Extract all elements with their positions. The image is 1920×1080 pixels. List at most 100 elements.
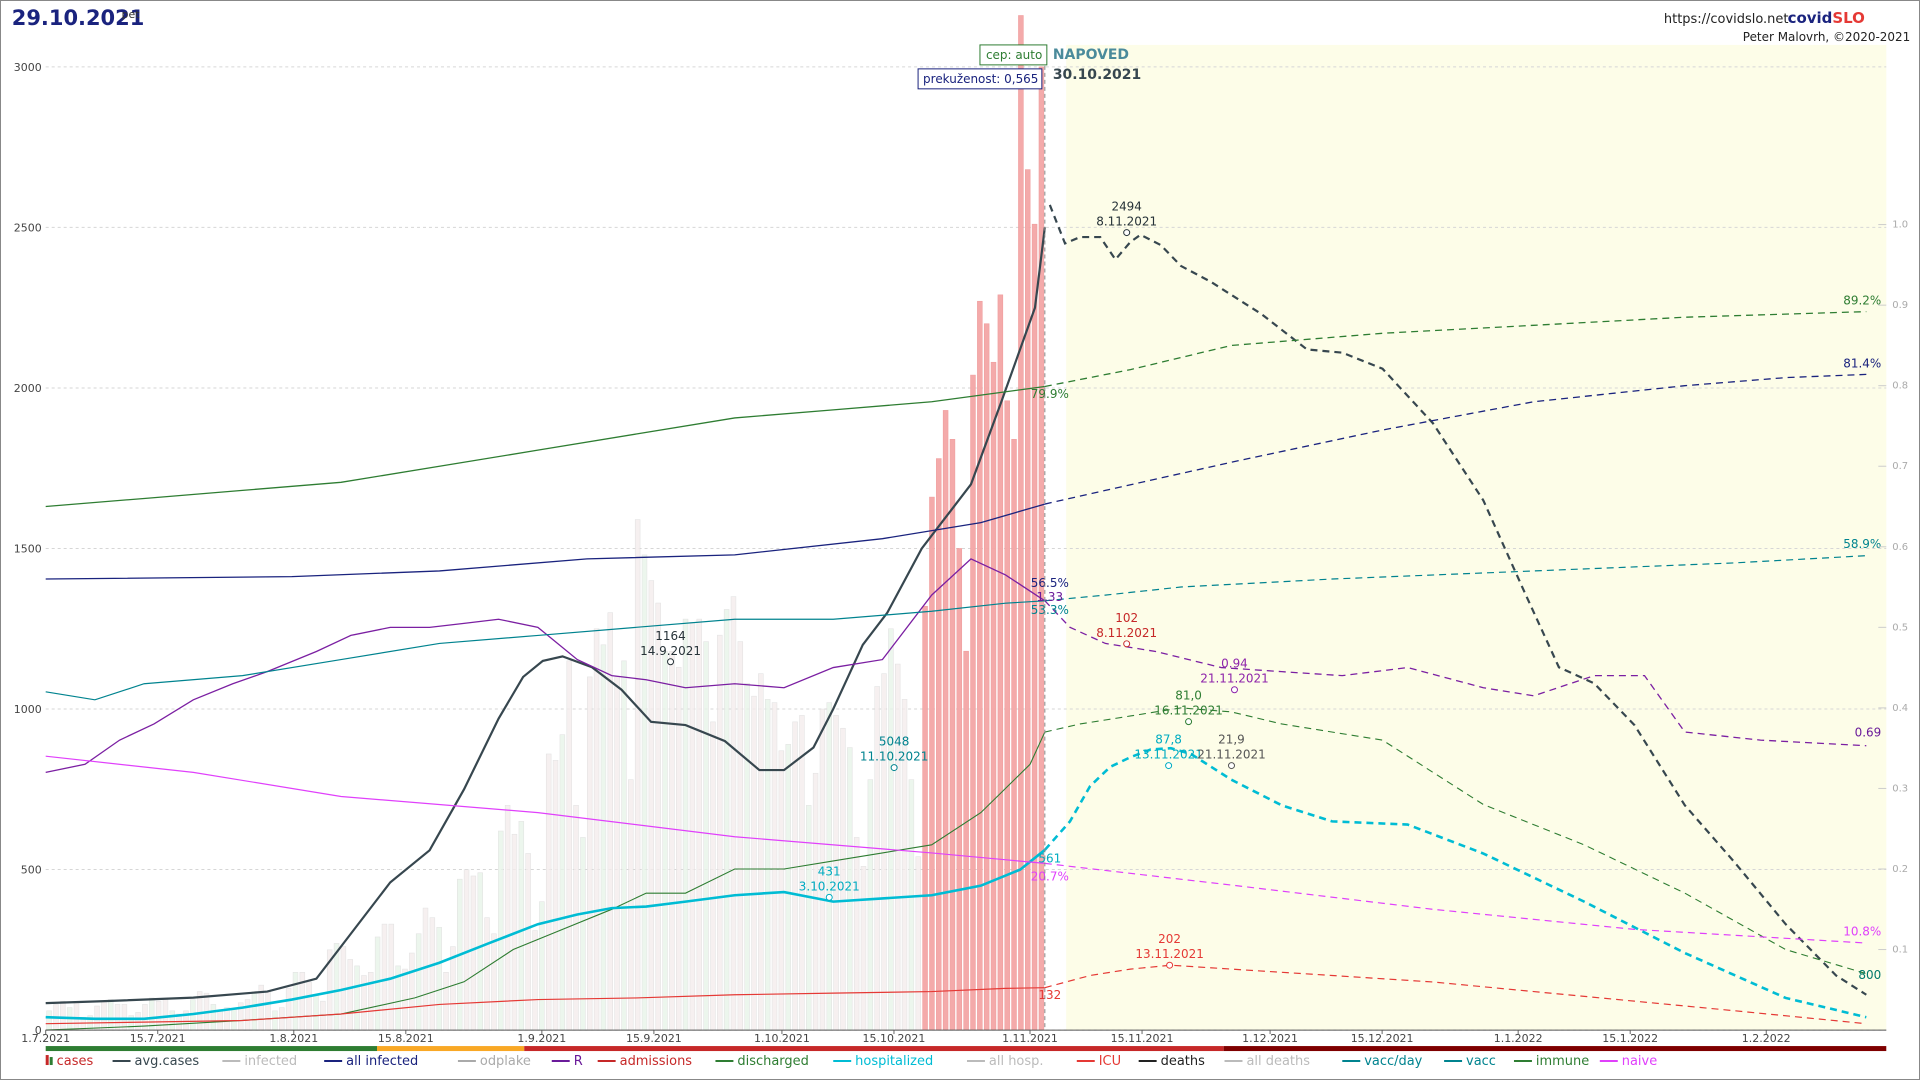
legend-label: vacc	[1466, 1054, 1496, 1069]
series-forecast-icu	[1044, 964, 1867, 1025]
case-bar	[169, 1010, 176, 1031]
annotation-date: 16.11.2021	[1154, 704, 1223, 718]
case-bar	[764, 699, 771, 1031]
end-label: 89.2%	[1843, 293, 1881, 307]
y-tick-label: 2000	[14, 382, 42, 395]
case-bar	[963, 650, 969, 1031]
case-bar	[587, 676, 593, 1031]
legend-label: all hosp.	[989, 1054, 1044, 1069]
annotation-date: 8.11.2021	[1096, 215, 1157, 229]
legend-label: all deaths	[1246, 1054, 1310, 1069]
status-segment	[524, 1046, 1224, 1052]
case-bar	[990, 361, 997, 1031]
series-line-hospitalized	[45, 848, 1046, 1021]
site-url[interactable]: https://covidslo.net	[1664, 12, 1789, 27]
case-bar	[573, 805, 579, 1031]
y-tick-label: 3000	[14, 61, 42, 74]
y-right-tick-label: 1.0	[1892, 220, 1908, 231]
legend-item: naive	[1599, 1054, 1657, 1069]
forecast-title: NAPOVED	[1053, 47, 1129, 63]
annotation-date: 13.11.2021	[1134, 748, 1203, 762]
case-bar	[313, 994, 319, 1031]
x-tick-label: 15.12.2021	[1351, 1032, 1414, 1045]
annotation-date: 21.11.2021	[1197, 748, 1266, 762]
case-bar	[73, 1002, 80, 1031]
today-label: 561	[1038, 851, 1061, 865]
case-bar	[758, 673, 764, 1031]
case-bar	[888, 628, 894, 1031]
case-bar	[593, 628, 600, 1031]
case-bar	[251, 991, 258, 1031]
today-label: 56.5%	[1031, 576, 1069, 590]
brand-prefix: covid	[1788, 9, 1833, 27]
annotation-dot	[890, 764, 898, 772]
case-bar	[942, 410, 949, 1031]
case-bar	[675, 666, 682, 1031]
legend-item: ICU	[1076, 1054, 1121, 1069]
legend-bar-icon	[49, 1057, 53, 1066]
legend-label: deaths	[1161, 1054, 1205, 1069]
case-bar	[737, 641, 744, 1031]
case-bar	[415, 933, 422, 1031]
legend-label: odplake	[480, 1054, 531, 1069]
case-bar	[1018, 15, 1024, 1031]
series-forecast-naive	[1044, 862, 1867, 944]
legend-item: R	[551, 1054, 583, 1069]
end-label: 800	[1858, 968, 1881, 982]
case-bar	[1031, 223, 1038, 1031]
legend-item: all infected	[324, 1054, 418, 1069]
x-tick-label: 15.11.2021	[1111, 1032, 1174, 1045]
series-line-icu	[45, 987, 1045, 1025]
legend-label: R	[574, 1054, 583, 1069]
series-line-naive	[45, 755, 1045, 864]
case-bar	[354, 965, 360, 1031]
annotation-dot	[1166, 961, 1174, 969]
case-bar	[696, 618, 702, 1031]
case-bar	[860, 866, 867, 1031]
legend-label: admissions	[620, 1054, 693, 1069]
series-line-avg-cases	[45, 227, 1046, 1005]
case-bar	[1004, 400, 1010, 1031]
x-tick-label: 15.1.2022	[1602, 1032, 1658, 1045]
case-bar	[491, 933, 497, 1031]
case-bar	[908, 779, 915, 1031]
case-bar	[381, 923, 388, 1031]
case-bar	[525, 853, 531, 1031]
y-right-tick-label: 0.3	[1892, 783, 1908, 794]
series-forecast-hospitalized	[1043, 746, 1867, 1019]
case-bar	[977, 300, 983, 1031]
legend-label: infected	[244, 1054, 297, 1069]
annotation-date: 21.11.2021	[1200, 672, 1269, 686]
series-forecast-all-infected	[1044, 373, 1867, 505]
case-bar	[566, 660, 572, 1031]
case-bar	[1011, 439, 1017, 1031]
end-label: 0.69	[1855, 726, 1882, 740]
status-segment	[45, 1046, 378, 1052]
case-bar	[614, 676, 620, 1031]
case-bar	[1038, 66, 1045, 1031]
case-bar	[539, 901, 545, 1031]
annotation-dot	[667, 658, 675, 666]
case-bar	[710, 721, 716, 1031]
case-bar	[559, 734, 566, 1031]
today-label: 79.9%	[1031, 387, 1069, 401]
y-right-tick-label: 0.4	[1892, 703, 1908, 714]
annotation-value: 87,8	[1155, 733, 1182, 747]
legend-label: hospitalized	[855, 1054, 933, 1069]
annotation-date: 3.10.2021	[799, 879, 860, 893]
x-tick-label: 1.7.2021	[21, 1032, 70, 1045]
legend-item: vacc/day	[1342, 1054, 1423, 1069]
case-bar	[244, 999, 251, 1031]
case-bar	[778, 750, 785, 1031]
annotation-dot	[1165, 762, 1173, 770]
case-bar	[285, 988, 292, 1031]
series-lines	[45, 204, 1867, 1031]
legend-label: immune	[1536, 1054, 1589, 1069]
case-bar	[231, 1008, 237, 1031]
case-bar	[936, 458, 942, 1031]
annotation-value: 0.94	[1221, 657, 1248, 671]
case-bar	[443, 971, 449, 1031]
case-bar	[915, 856, 921, 1031]
case-bar	[279, 1007, 285, 1031]
series-forecast-avg-cases	[1048, 204, 1867, 996]
